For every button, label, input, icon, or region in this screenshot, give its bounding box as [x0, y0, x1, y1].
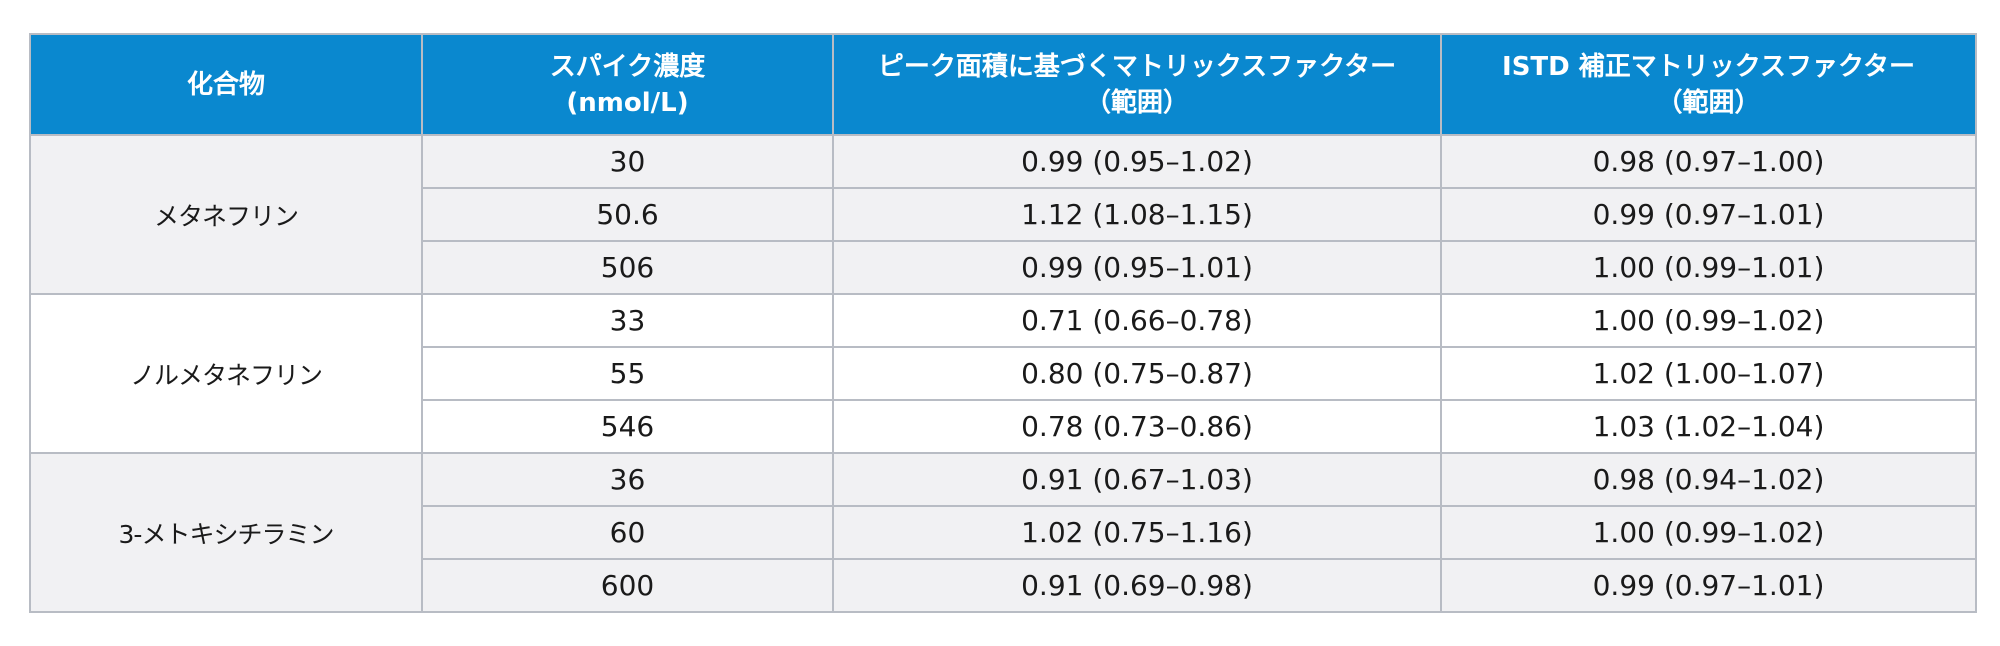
spike-cell: 36 [421, 452, 834, 507]
table-row: 3-メトキシチラミン 36 0.91 (0.67–1.03) 0.98 (0.9… [29, 452, 1977, 613]
spike-cell: 33 [421, 293, 834, 348]
compound-cell: 3-メトキシチラミン [29, 452, 423, 613]
istd-mf-cell: 0.98 (0.94–1.02) [1440, 452, 1977, 507]
compound-cell: メタネフリン [29, 134, 423, 295]
table-row: 506 0.99 (0.95–1.01) 1.00 (0.99–1.01) [30, 240, 1977, 295]
header-peak-mf-label: ピーク面積に基づくマトリックスファクター [877, 51, 1397, 82]
header-compound-label: 化合物 [186, 69, 265, 100]
istd-mf-cell: 1.00 (0.99–1.01) [1440, 240, 1977, 295]
spike-cell: 60 [421, 505, 834, 560]
peak-mf-cell: 0.71 (0.66–0.78) [832, 293, 1442, 348]
table-row: メタネフリン 30 0.99 (0.95–1.02) 0.98 (0.97–1.… [29, 134, 1977, 295]
istd-mf-cell: 0.99 (0.97–1.01) [1440, 187, 1977, 242]
peak-mf-cell: 0.91 (0.69–0.98) [832, 558, 1442, 613]
peak-mf-cell: 1.12 (1.08–1.15) [832, 187, 1442, 242]
spike-cell: 50.6 [421, 187, 834, 242]
istd-mf-cell: 0.98 (0.97–1.00) [1440, 134, 1977, 189]
spike-cell: 30 [421, 134, 834, 189]
spike-cell: 546 [421, 399, 834, 454]
table-row: 55 0.80 (0.75–0.87) 1.02 (1.00–1.07) [30, 346, 1977, 401]
header-peak-mf-range: （範囲） [1084, 87, 1189, 118]
header-spike-unit: (nmol/L) [566, 87, 689, 118]
peak-mf-cell: 1.02 (0.75–1.16) [832, 505, 1442, 560]
peak-mf-cell: 0.80 (0.75–0.87) [832, 346, 1442, 401]
header-compound: 化合物 [29, 33, 423, 136]
header-spike-concentration: スパイク濃度 (nmol/L) [421, 33, 834, 136]
istd-mf-cell: 0.99 (0.97–1.01) [1440, 558, 1977, 613]
istd-mf-cell: 1.00 (0.99–1.02) [1440, 505, 1977, 560]
table-row: 600 0.91 (0.69–0.98) 0.99 (0.97–1.01) [30, 558, 1977, 613]
table-row: ノルメタネフリン 33 0.71 (0.66–0.78) 1.00 (0.99–… [29, 293, 1977, 454]
spike-cell: 55 [421, 346, 834, 401]
spike-cell: 600 [421, 558, 834, 613]
matrix-factor-table: 化合物 スパイク濃度 (nmol/L) ピーク面積に基づくマトリックスファクター… [29, 33, 1977, 613]
header-istd-corrected-matrix-factor: ISTD 補正マトリックスファクター （範囲） [1440, 33, 1977, 136]
header-istd-mf-label: ISTD 補正マトリックスファクター [1502, 51, 1915, 82]
peak-mf-cell: 0.99 (0.95–1.02) [832, 134, 1442, 189]
peak-mf-cell: 0.78 (0.73–0.86) [832, 399, 1442, 454]
header-spike-label: スパイク濃度 [549, 51, 706, 82]
istd-mf-cell: 1.00 (0.99–1.02) [1440, 293, 1977, 348]
table-row: 60 1.02 (0.75–1.16) 1.00 (0.99–1.02) [30, 505, 1977, 560]
header-row: 化合物 スパイク濃度 (nmol/L) ピーク面積に基づくマトリックスファクター… [29, 33, 1977, 136]
compound-cell: ノルメタネフリン [29, 293, 423, 454]
table-row: 50.6 1.12 (1.08–1.15) 0.99 (0.97–1.01) [30, 187, 1977, 242]
peak-mf-cell: 0.99 (0.95–1.01) [832, 240, 1442, 295]
istd-mf-cell: 1.02 (1.00–1.07) [1440, 346, 1977, 401]
table-row: 546 0.78 (0.73–0.86) 1.03 (1.02–1.04) [30, 399, 1977, 454]
spike-cell: 506 [421, 240, 834, 295]
header-istd-mf-range: （範囲） [1656, 87, 1761, 118]
header-peak-area-matrix-factor: ピーク面積に基づくマトリックスファクター （範囲） [832, 33, 1442, 136]
istd-mf-cell: 1.03 (1.02–1.04) [1440, 399, 1977, 454]
peak-mf-cell: 0.91 (0.67–1.03) [832, 452, 1442, 507]
